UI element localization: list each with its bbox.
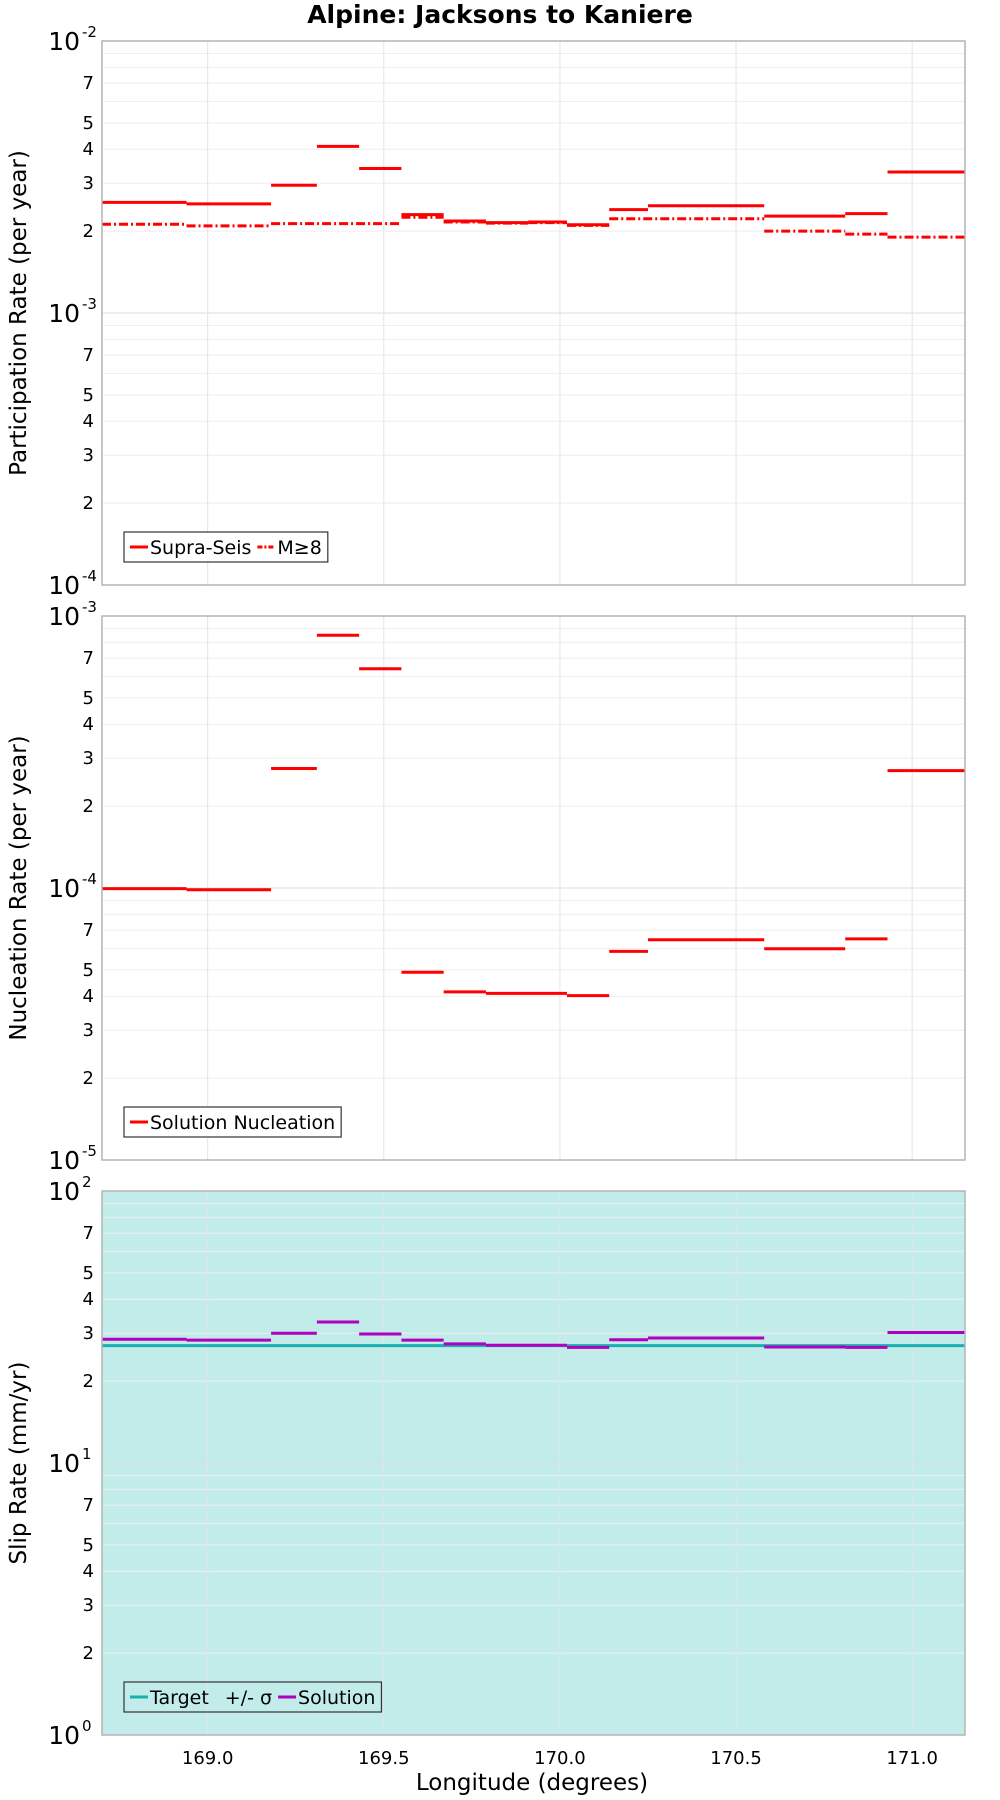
x-tick-label: 170.0 xyxy=(534,1748,586,1769)
legend-label: Solution xyxy=(298,1687,375,1709)
y-tick-label: 7 xyxy=(83,345,94,366)
y-tick-decade: 10 xyxy=(48,1177,80,1206)
y-tick-exponent: -2 xyxy=(82,23,97,41)
x-tick-label: 169.5 xyxy=(358,1748,410,1769)
y-tick-label: 3 xyxy=(83,445,94,466)
y-tick-label: 5 xyxy=(83,688,94,709)
legend-label: +/- σ xyxy=(225,1687,272,1709)
series-m-8 xyxy=(102,215,965,239)
y-tick-label: 5 xyxy=(83,385,94,406)
legend-label: Target xyxy=(149,1687,209,1709)
legend-box xyxy=(123,531,329,563)
grid-lines xyxy=(102,41,965,586)
y-tick-label: 7 xyxy=(83,648,94,669)
legend: Solution Nucleation xyxy=(123,1106,342,1138)
y-tick-label: 7 xyxy=(83,1495,94,1516)
y-tick-label: 2 xyxy=(83,1643,94,1664)
legend-box xyxy=(123,1681,383,1713)
y-tick-label: 7 xyxy=(83,1223,94,1244)
y-tick-decade: 10 xyxy=(48,1449,80,1478)
y-tick-label: 4 xyxy=(83,411,94,432)
x-axis-label: Longitude (degrees) xyxy=(416,1770,648,1796)
y-tick-label: 3 xyxy=(83,1020,94,1041)
y-tick-label: 3 xyxy=(83,1323,94,1344)
x-tick-label: 169.0 xyxy=(182,1748,234,1769)
y-tick-label: 5 xyxy=(83,1263,94,1284)
legend-label: Solution Nucleation xyxy=(150,1112,335,1134)
y-tick-decade: 10 xyxy=(48,571,80,600)
y-tick-label: 5 xyxy=(83,960,94,981)
y-tick-exponent: -5 xyxy=(82,1142,97,1160)
legend-swatch xyxy=(215,1693,224,1701)
y-tick-decade: 10 xyxy=(48,602,80,631)
y-tick-label: 2 xyxy=(83,1068,94,1089)
y-tick-decade: 10 xyxy=(48,1146,80,1175)
legend: Supra-Seis M≥8 xyxy=(123,531,329,563)
y-tick-label: 2 xyxy=(83,221,94,242)
plot-frame xyxy=(101,615,966,1161)
plot-frame xyxy=(101,1190,966,1736)
y-tick-exponent: -3 xyxy=(82,295,97,313)
y-tick-label: 2 xyxy=(83,493,94,514)
grid-lines xyxy=(102,1191,965,1736)
series-solution-nucleation xyxy=(102,633,965,998)
y-tick-decade: 10 xyxy=(48,874,80,903)
y-tick-label: 4 xyxy=(83,139,94,160)
x-tick-label: 170.5 xyxy=(710,1748,762,1769)
legend-box xyxy=(123,1106,342,1138)
y-tick-label: 4 xyxy=(83,986,94,1007)
y-tick-exponent: -4 xyxy=(82,870,97,888)
y-tick-exponent: 2 xyxy=(82,1173,92,1191)
y-tick-label: 4 xyxy=(83,1561,94,1582)
y-tick-label: 3 xyxy=(83,173,94,194)
y-tick-label: 4 xyxy=(83,714,94,735)
y-tick-decade: 10 xyxy=(48,1721,80,1750)
y-axis-label: Nucleation Rate (per year) xyxy=(6,735,32,1040)
y-tick-label: 4 xyxy=(83,1289,94,1310)
y-tick-exponent: -3 xyxy=(82,598,97,616)
y-tick-exponent: 1 xyxy=(82,1445,92,1463)
x-tick-labels: 169.0 169.5 170.0 170.5 171.0 xyxy=(182,1748,938,1769)
y-tick-label: 2 xyxy=(83,1371,94,1392)
y-tick-label: 3 xyxy=(83,1595,94,1616)
y-tick-decade: 10 xyxy=(48,27,80,56)
chart-title: Alpine: Jacksons to Kaniere xyxy=(307,0,693,29)
y-tick-decade: 10 xyxy=(48,299,80,328)
legend-label: M≥8 xyxy=(277,537,321,559)
grid-lines xyxy=(102,616,965,1161)
plot-frame xyxy=(101,40,966,586)
y-tick-label: 2 xyxy=(83,796,94,817)
y-tick-label: 3 xyxy=(83,748,94,769)
x-tick-label: 171.0 xyxy=(886,1748,938,1769)
y-tick-label: 7 xyxy=(83,73,94,94)
y-axis-label: Participation Rate (per year) xyxy=(6,150,32,476)
y-tick-exponent: 0 xyxy=(82,1717,92,1735)
legend: Target +/- σ Solution xyxy=(123,1681,383,1713)
y-tick-exponent: -4 xyxy=(82,567,97,585)
series-supra-seis xyxy=(102,144,965,227)
legend-label: Supra-Seis xyxy=(150,537,251,559)
y-tick-label: 5 xyxy=(83,113,94,134)
y-tick-label: 7 xyxy=(83,920,94,941)
y-axis-label: Slip Rate (mm/yr) xyxy=(6,1362,32,1565)
y-tick-label: 5 xyxy=(83,1535,94,1556)
series-solution xyxy=(102,1320,965,1349)
